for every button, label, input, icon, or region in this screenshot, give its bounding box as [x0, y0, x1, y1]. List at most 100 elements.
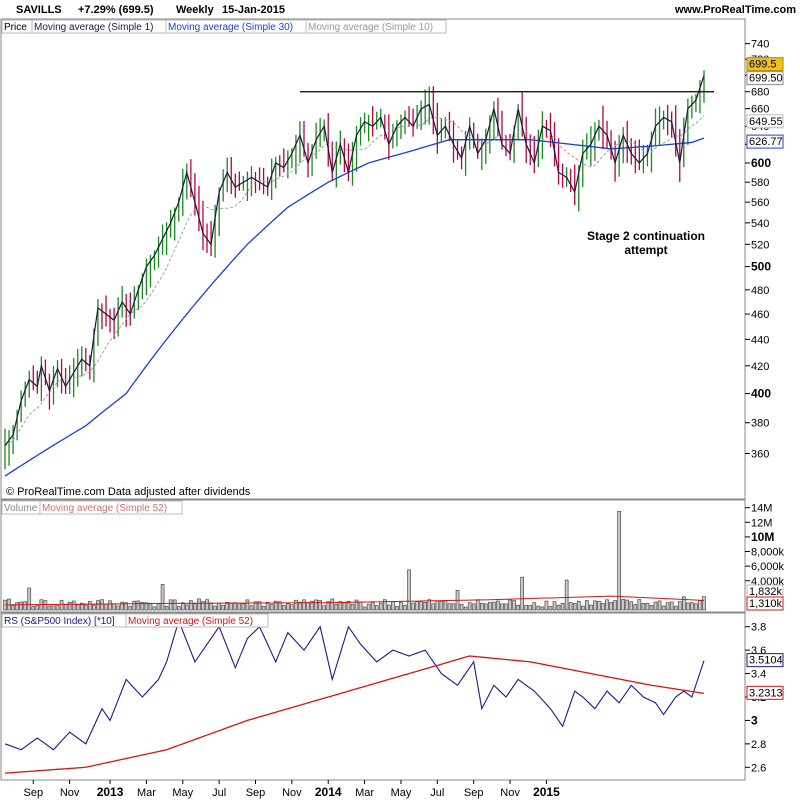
volume-bar [132, 600, 137, 611]
volume-bar [124, 602, 129, 611]
volume-bar [439, 601, 444, 611]
x-tick-label: Sep [246, 787, 266, 799]
volume-bar [597, 600, 601, 611]
volume-bar [225, 601, 230, 611]
price-tick-label: 400 [751, 387, 771, 401]
volume-bar [245, 599, 250, 611]
volume-bar [338, 601, 343, 611]
volume-ma-line [4, 595, 705, 606]
volume-bar [532, 602, 537, 611]
last-price-badge-box [746, 57, 784, 72]
footer-note: © ProRealTime.com Data adjusted after di… [6, 486, 251, 498]
price-tick-label: 440 [751, 334, 769, 346]
volume-bar [314, 599, 318, 611]
volume-tick-label: 10M [751, 530, 774, 544]
legend-rs-ma: Moving average (Simple 52) [128, 616, 253, 627]
volume-bar [15, 602, 19, 611]
price-tick-label: 420 [751, 361, 769, 373]
legend-ma30: Moving average (Simple 30) [168, 22, 293, 33]
volume-bar [520, 576, 524, 611]
x-tick-label: Sep [23, 787, 43, 799]
volume-legend: Volume Moving average (Simple 52) [1, 500, 183, 515]
volume-bar [160, 584, 165, 611]
volume-tick-label: 6,000k [751, 561, 785, 573]
volume-bar [423, 601, 428, 611]
ma30-value-badge: 626.77 [749, 136, 783, 148]
volume-last-badge: 1,310k [749, 598, 783, 610]
volume-bar [471, 603, 476, 611]
volume-bar [516, 604, 520, 611]
volume-bar [508, 599, 512, 611]
x-tick-label: 2013 [97, 785, 124, 799]
volume-bar [35, 605, 40, 611]
volume-bar [51, 604, 56, 611]
volume-bar [524, 605, 529, 611]
volume-bar [370, 602, 375, 611]
volume-bar [560, 602, 565, 611]
x-tick-label: May [391, 787, 412, 799]
volume-bar [128, 606, 133, 611]
volume-bar [322, 605, 326, 611]
volume-last-badge-box [746, 596, 784, 611]
volume-bar [629, 601, 634, 611]
x-tick-label: Mar [355, 787, 374, 799]
volume-ma-badge: 1,832k [749, 586, 783, 598]
x-tick-label: Nov [60, 787, 80, 799]
volume-bar [88, 601, 92, 611]
volume-bar [593, 600, 597, 611]
volume-bar [637, 599, 642, 611]
volume-bar [653, 601, 658, 611]
volume-bar [71, 600, 76, 611]
volume-bar [168, 599, 173, 611]
price-tick-label: 500 [751, 260, 771, 274]
volume-bar [419, 601, 423, 611]
volume-bar [100, 599, 104, 611]
rs-tick-label: 3 [751, 713, 758, 727]
last-price-badge: 699.5 [749, 59, 777, 71]
volume-bar [657, 600, 662, 611]
volume-bar [148, 602, 153, 611]
chart-change: +7.29% (699.5) [78, 4, 154, 16]
volume-bar [152, 606, 157, 611]
volume-bar [112, 603, 116, 611]
volume-bar [690, 602, 694, 611]
volume-bar [673, 605, 678, 611]
ma1-value-badge-box [746, 71, 784, 86]
volume-bar [11, 605, 15, 611]
volume-bar [467, 602, 472, 611]
chart-date: 15-Jan-2015 [222, 4, 285, 16]
volume-bar [415, 601, 419, 611]
volume-bar [55, 605, 60, 611]
volume-bar [205, 599, 209, 611]
volume-bar [484, 603, 488, 611]
volume-bar [156, 603, 161, 611]
volume-bar [681, 596, 686, 611]
volume-bar [326, 601, 331, 611]
ma30-line [4, 137, 705, 477]
volume-bar [334, 603, 339, 611]
volume-bar [399, 601, 403, 611]
volume-bar [459, 603, 464, 611]
volume-bar [281, 604, 286, 611]
volume-bar [661, 605, 666, 611]
volume-bar [23, 601, 28, 611]
volume-bar [257, 601, 262, 611]
volume-bar [548, 606, 553, 611]
volume-bar [136, 600, 141, 611]
volume-bar [237, 603, 242, 611]
volume-bar [665, 602, 670, 611]
chart-symbol: SAVILLS [16, 4, 62, 16]
volume-bar [180, 602, 185, 611]
rs-tick-label: 2.6 [751, 762, 766, 774]
price-tick-label: 560 [751, 197, 769, 209]
volume-bar [346, 601, 351, 611]
volume-bar [698, 600, 702, 611]
price-tick-label: 740 [751, 39, 769, 51]
volume-bar [621, 599, 625, 611]
volume-bar [217, 602, 221, 611]
volume-bar [649, 605, 654, 611]
ma1-value-badge: 699.50 [749, 73, 783, 85]
volume-bar [209, 602, 213, 611]
volume-bar [164, 605, 169, 611]
